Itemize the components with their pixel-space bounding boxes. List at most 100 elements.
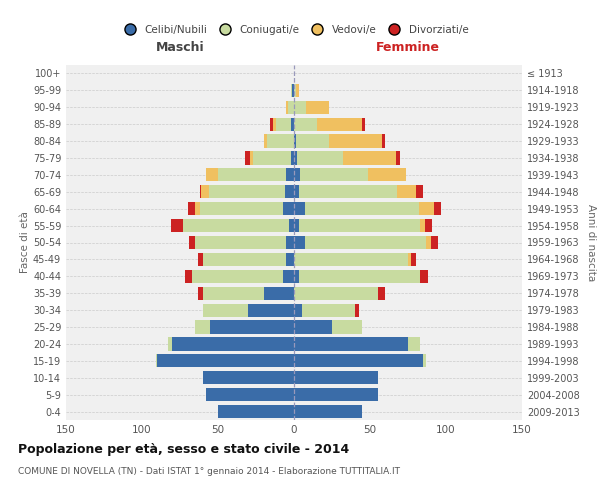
Bar	[431, 236, 439, 249]
Bar	[396, 152, 400, 164]
Text: Popolazione per età, sesso e stato civile - 2014: Popolazione per età, sesso e stato civil…	[18, 442, 349, 456]
Bar	[269, 118, 273, 131]
Bar	[200, 202, 283, 215]
Bar	[253, 152, 291, 164]
Bar	[300, 168, 368, 181]
Bar	[294, 354, 423, 368]
Text: Maschi: Maschi	[155, 41, 205, 54]
Bar	[294, 371, 377, 384]
Bar	[420, 270, 428, 283]
Bar	[408, 253, 411, 266]
Bar	[168, 338, 172, 350]
Bar	[183, 219, 289, 232]
Bar	[286, 100, 288, 114]
Bar	[248, 304, 294, 316]
Bar	[283, 270, 294, 283]
Bar	[296, 84, 299, 97]
Bar	[294, 338, 408, 350]
Bar	[200, 185, 201, 198]
Y-axis label: Anni di nascita: Anni di nascita	[586, 204, 596, 281]
Bar	[408, 338, 420, 350]
Bar	[266, 134, 294, 147]
Bar	[273, 118, 276, 131]
Bar	[185, 270, 192, 283]
Bar	[294, 388, 377, 401]
Bar	[263, 134, 266, 147]
Bar	[294, 320, 332, 334]
Bar	[434, 202, 442, 215]
Bar	[296, 134, 329, 147]
Bar	[294, 219, 299, 232]
Bar	[425, 219, 433, 232]
Text: COMUNE DI NOVELLA (TN) - Dati ISTAT 1° gennaio 2014 - Elaborazione TUTTITALIA.IT: COMUNE DI NOVELLA (TN) - Dati ISTAT 1° g…	[18, 468, 400, 476]
Bar	[286, 253, 294, 266]
Bar	[294, 253, 408, 266]
Bar	[294, 304, 302, 316]
Bar	[426, 236, 431, 249]
Bar	[343, 152, 396, 164]
Bar	[382, 134, 385, 147]
Bar	[209, 185, 285, 198]
Bar	[157, 354, 294, 368]
Bar	[305, 236, 426, 249]
Bar	[195, 202, 200, 215]
Bar	[294, 152, 297, 164]
Bar	[294, 270, 299, 283]
Bar	[419, 202, 434, 215]
Bar	[377, 286, 385, 300]
Bar	[276, 118, 291, 131]
Bar	[195, 320, 211, 334]
Bar	[286, 236, 294, 249]
Bar	[250, 152, 253, 164]
Bar	[368, 168, 406, 181]
Bar	[171, 219, 183, 232]
Bar	[206, 168, 218, 181]
Bar	[302, 304, 355, 316]
Bar	[294, 202, 305, 215]
Bar	[201, 185, 209, 198]
Bar	[286, 168, 294, 181]
Bar	[306, 100, 329, 114]
Bar	[189, 236, 195, 249]
Bar	[294, 236, 305, 249]
Bar	[294, 168, 300, 181]
Bar	[283, 202, 294, 215]
Bar	[172, 338, 294, 350]
Bar	[397, 185, 416, 198]
Legend: Celibi/Nubili, Coniugati/e, Vedovi/e, Divorziati/e: Celibi/Nubili, Coniugati/e, Vedovi/e, Di…	[115, 20, 473, 39]
Bar	[211, 320, 294, 334]
Bar	[416, 185, 423, 198]
Bar	[198, 253, 203, 266]
Bar	[292, 84, 294, 97]
Bar	[420, 219, 425, 232]
Bar	[423, 354, 426, 368]
Bar	[203, 286, 263, 300]
Bar	[294, 84, 296, 97]
Bar	[299, 270, 420, 283]
Bar	[294, 118, 317, 131]
Bar	[291, 118, 294, 131]
Bar	[297, 152, 343, 164]
Bar	[203, 371, 294, 384]
Bar	[317, 118, 362, 131]
Bar	[288, 100, 294, 114]
Bar	[206, 388, 294, 401]
Bar	[294, 100, 306, 114]
Bar	[245, 152, 250, 164]
Bar	[299, 185, 397, 198]
Bar	[192, 270, 283, 283]
Bar	[299, 219, 420, 232]
Text: Femmine: Femmine	[376, 41, 440, 54]
Bar	[203, 253, 286, 266]
Y-axis label: Fasce di età: Fasce di età	[20, 212, 30, 274]
Bar	[155, 354, 157, 368]
Bar	[332, 320, 362, 334]
Bar	[195, 236, 286, 249]
Bar	[291, 84, 292, 97]
Bar	[355, 304, 359, 316]
Bar	[198, 286, 203, 300]
Bar	[188, 202, 195, 215]
Bar	[362, 118, 365, 131]
Bar	[294, 185, 299, 198]
Bar	[294, 405, 362, 418]
